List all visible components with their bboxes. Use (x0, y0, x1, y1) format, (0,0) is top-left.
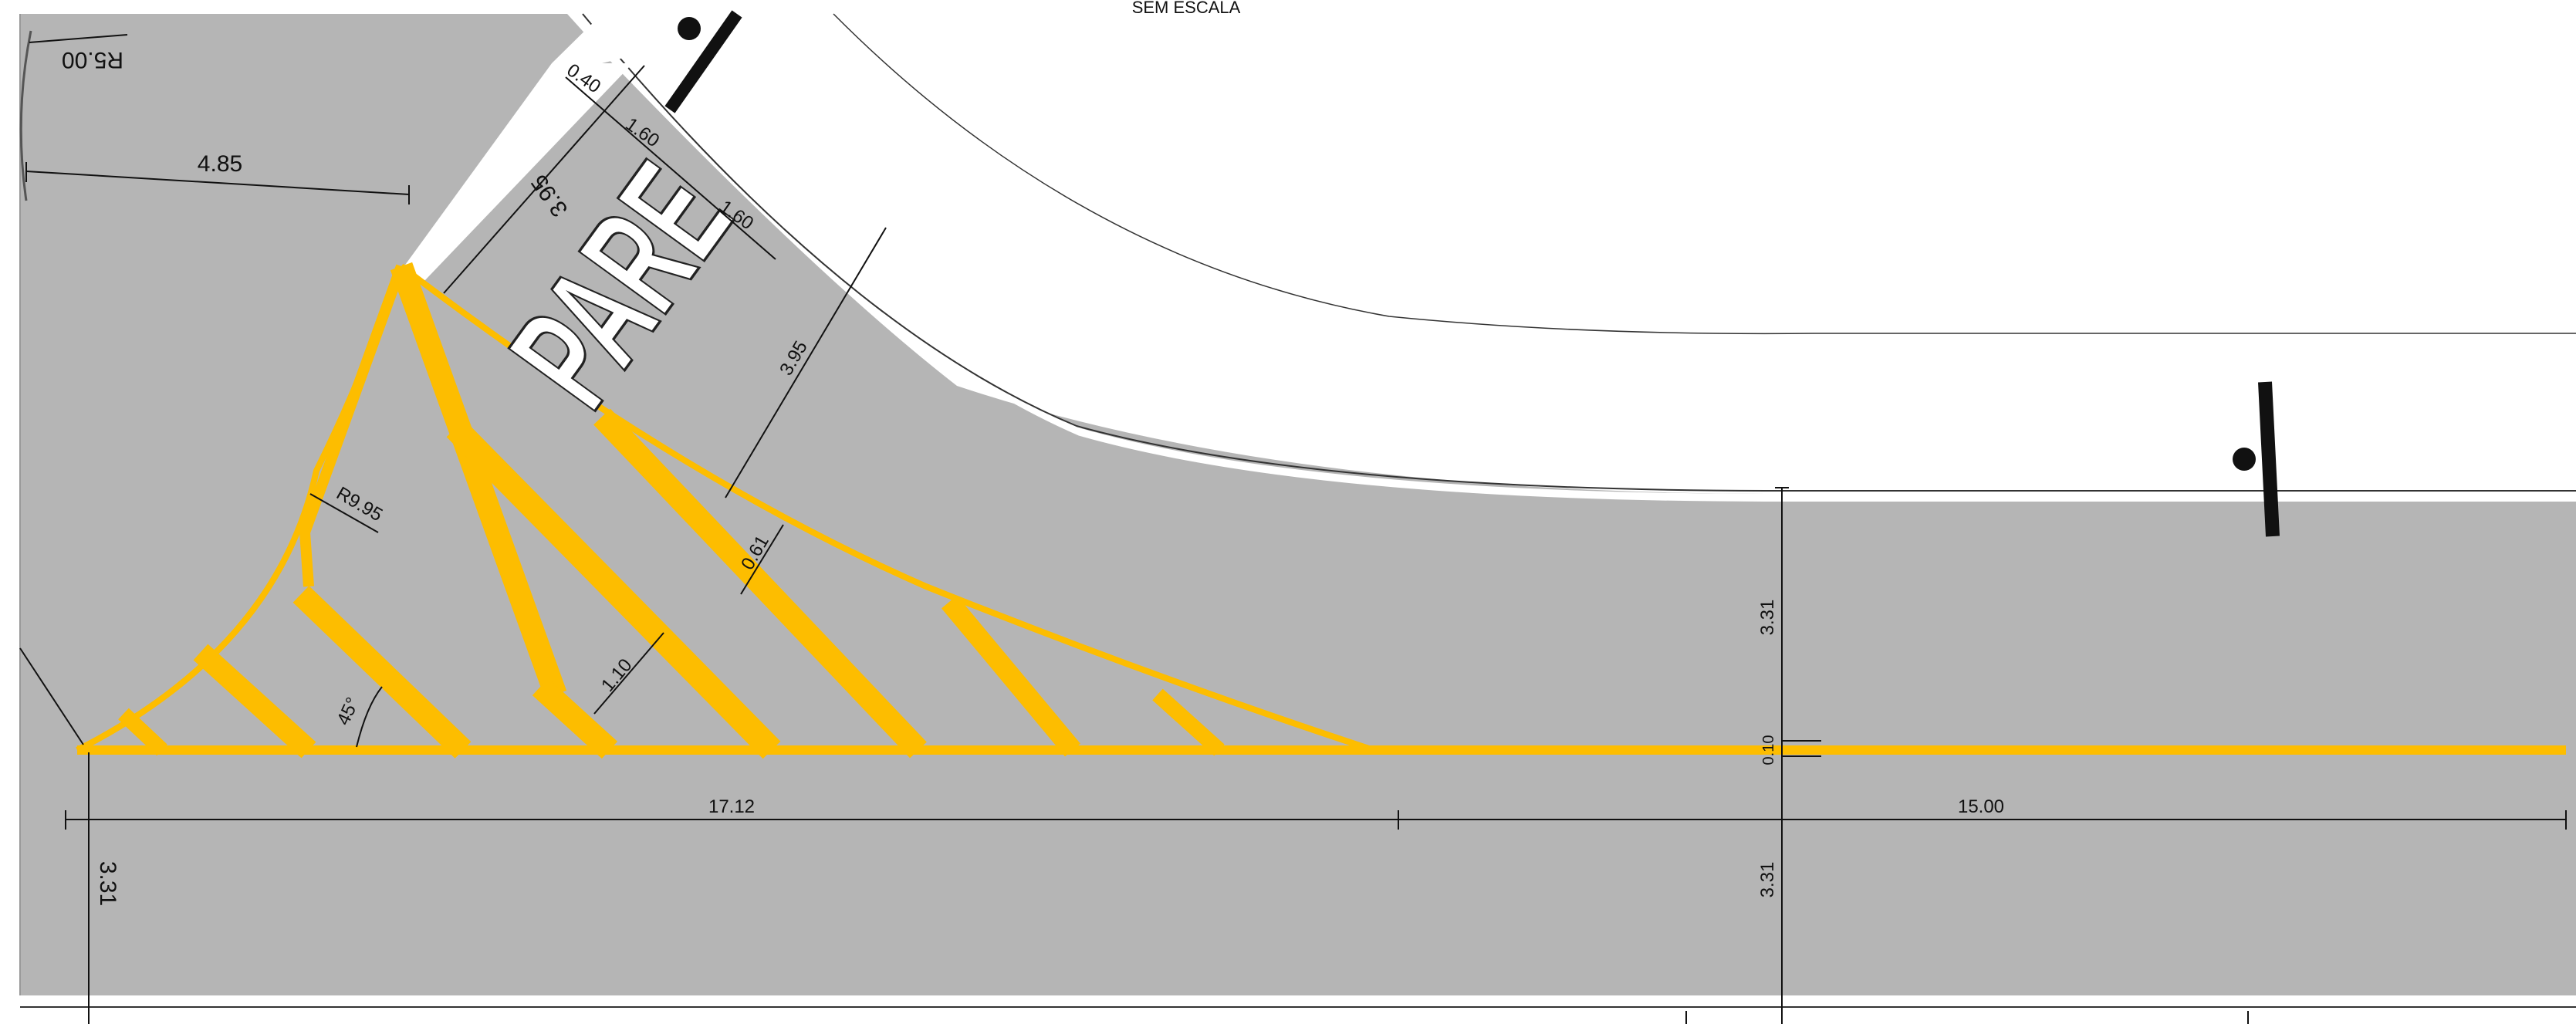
dim-3-31-right-upper-label: 3.31 (1757, 600, 1778, 636)
dim-0-10-label: 0.10 (1760, 735, 1777, 765)
pavement (19, 11, 2576, 1008)
hatch-6 (446, 419, 781, 759)
hatch-1 (118, 708, 167, 756)
traffic-sign-post-icon (664, 10, 742, 113)
scale-note: SEM ESCALA (1132, 0, 1241, 17)
curb-outline (582, 13, 2576, 492)
curb-line (587, 11, 2576, 502)
dim-r5-label: R5.00 (62, 47, 123, 73)
hatch-8 (941, 595, 1080, 757)
hatch-2 (193, 644, 316, 759)
hatch-5 (532, 678, 618, 759)
inner-chevron (299, 264, 407, 587)
taper-curve (399, 263, 1375, 753)
traffic-sign-post-icon (2233, 381, 2280, 537)
dimension-lines (19, 34, 2567, 1024)
sidewalk-curve (833, 13, 2576, 335)
yellow-base-line (77, 745, 2566, 755)
stop-line-top (552, 14, 633, 63)
dim-15-00-label: 15.00 (1958, 796, 2004, 817)
dim-4-85-label: 4.85 (198, 151, 242, 177)
hatch-9 (1152, 688, 1225, 756)
left-arc (19, 30, 32, 201)
hatch-7 (593, 408, 927, 759)
dim-17-12-label: 17.12 (708, 796, 755, 817)
bottom-edge-line (20, 995, 2576, 1003)
yellow-markings (76, 262, 2566, 759)
stop-line (404, 63, 633, 281)
dim-3-31-right-lower-label: 3.31 (1757, 862, 1778, 898)
hatch-4 (390, 262, 567, 699)
dim-3-31-left-label: 3.31 (95, 861, 120, 906)
pavement-area (20, 14, 2576, 995)
hatch-3 (292, 586, 472, 759)
